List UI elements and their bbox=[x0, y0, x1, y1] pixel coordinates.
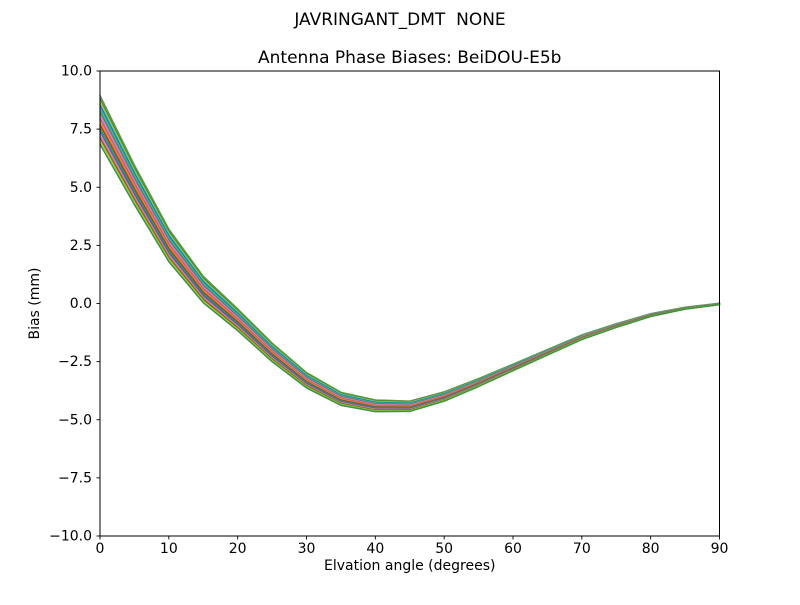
y-axis-ticks: −10.0 −7.5 −5.0 −2.5 0.0 2.5 5.0 7.5 10.0 bbox=[49, 64, 100, 545]
series-line bbox=[99, 101, 721, 404]
chart-title: Antenna Phase Biases: BeiDOU-E5b bbox=[258, 48, 561, 68]
plot-border bbox=[99, 70, 720, 537]
x-tick-label: 30 bbox=[298, 541, 316, 557]
y-tick-label: 2.5 bbox=[70, 238, 92, 254]
series-line bbox=[99, 114, 721, 406]
data-line-bundle bbox=[99, 94, 721, 413]
y-tick-label: 7.5 bbox=[70, 122, 92, 138]
x-tick-label: 20 bbox=[229, 541, 247, 557]
series-line bbox=[99, 107, 721, 405]
series-line bbox=[99, 143, 721, 413]
x-tick-label: 70 bbox=[573, 541, 591, 557]
x-tick-label: 0 bbox=[96, 541, 105, 557]
y-tick-label: 0.0 bbox=[70, 296, 92, 312]
y-tick-label: −5.0 bbox=[58, 412, 92, 428]
y-tick-label: −7.5 bbox=[58, 470, 92, 486]
series-line bbox=[99, 97, 721, 403]
y-tick-label: 5.0 bbox=[70, 180, 92, 196]
x-axis-label: Elvation angle (degrees) bbox=[324, 558, 495, 574]
x-tick-label: 50 bbox=[435, 541, 453, 557]
x-axis-ticks: 0 10 20 30 40 50 60 70 80 90 bbox=[96, 536, 729, 557]
y-tick-label: 10.0 bbox=[61, 64, 92, 80]
series-line bbox=[99, 110, 721, 406]
y-tick-label: −10.0 bbox=[49, 529, 92, 545]
x-tick-label: 60 bbox=[504, 541, 522, 557]
x-tick-label: 90 bbox=[711, 541, 729, 557]
series-line bbox=[99, 104, 721, 404]
series-line bbox=[99, 94, 721, 402]
y-axis-label: Bias (mm) bbox=[27, 267, 43, 339]
x-tick-label: 80 bbox=[642, 541, 660, 557]
x-tick-label: 40 bbox=[366, 541, 384, 557]
figure-suptitle: JAVRINGANT_DMT NONE bbox=[293, 10, 505, 30]
y-tick-label: −2.5 bbox=[58, 354, 92, 370]
x-tick-label: 10 bbox=[160, 541, 178, 557]
